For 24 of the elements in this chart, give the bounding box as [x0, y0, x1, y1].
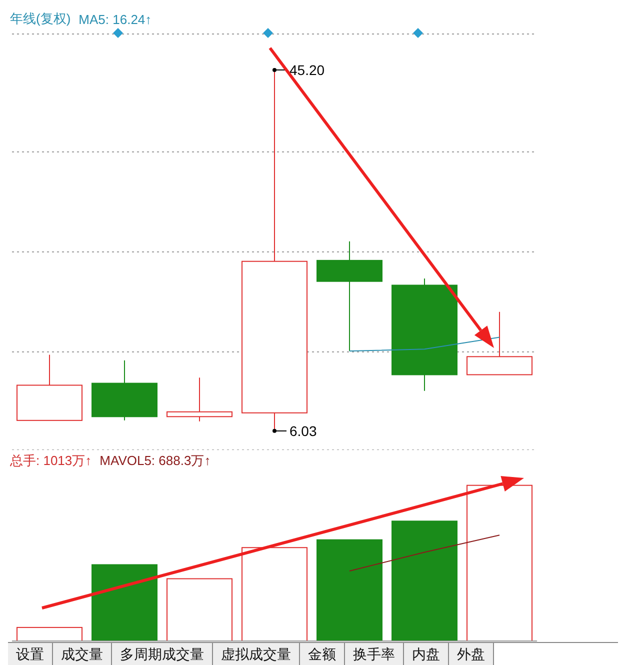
text: MAVOL5: 688.3万↑: [100, 452, 211, 470]
text: MA5: 16.24↑: [78, 12, 152, 26]
bar: [16, 626, 82, 641]
candlestick: [166, 377, 232, 422]
annotation: 45.20: [290, 62, 325, 78]
text: 虚拟成交量: [213, 643, 300, 665]
text: 设置: [8, 643, 53, 665]
text: 总手: 1013万↑: [10, 452, 92, 470]
candlestick: [92, 360, 158, 421]
bar: [466, 484, 532, 641]
candlestick: [316, 240, 382, 352]
bar: [392, 520, 458, 641]
bar: [242, 547, 308, 641]
bar: [166, 578, 232, 641]
bar: [316, 539, 382, 641]
text: 多周期成交量: [112, 643, 213, 665]
annotation: 6.03: [290, 422, 317, 439]
text: 换手率: [345, 643, 404, 665]
text: 外盘: [449, 643, 494, 665]
text: 成交量: [53, 643, 112, 665]
chart-title: 年线(复权): [10, 10, 71, 28]
text: 内盘: [404, 643, 449, 665]
bar: [92, 564, 158, 641]
text: 金额: [300, 643, 345, 665]
